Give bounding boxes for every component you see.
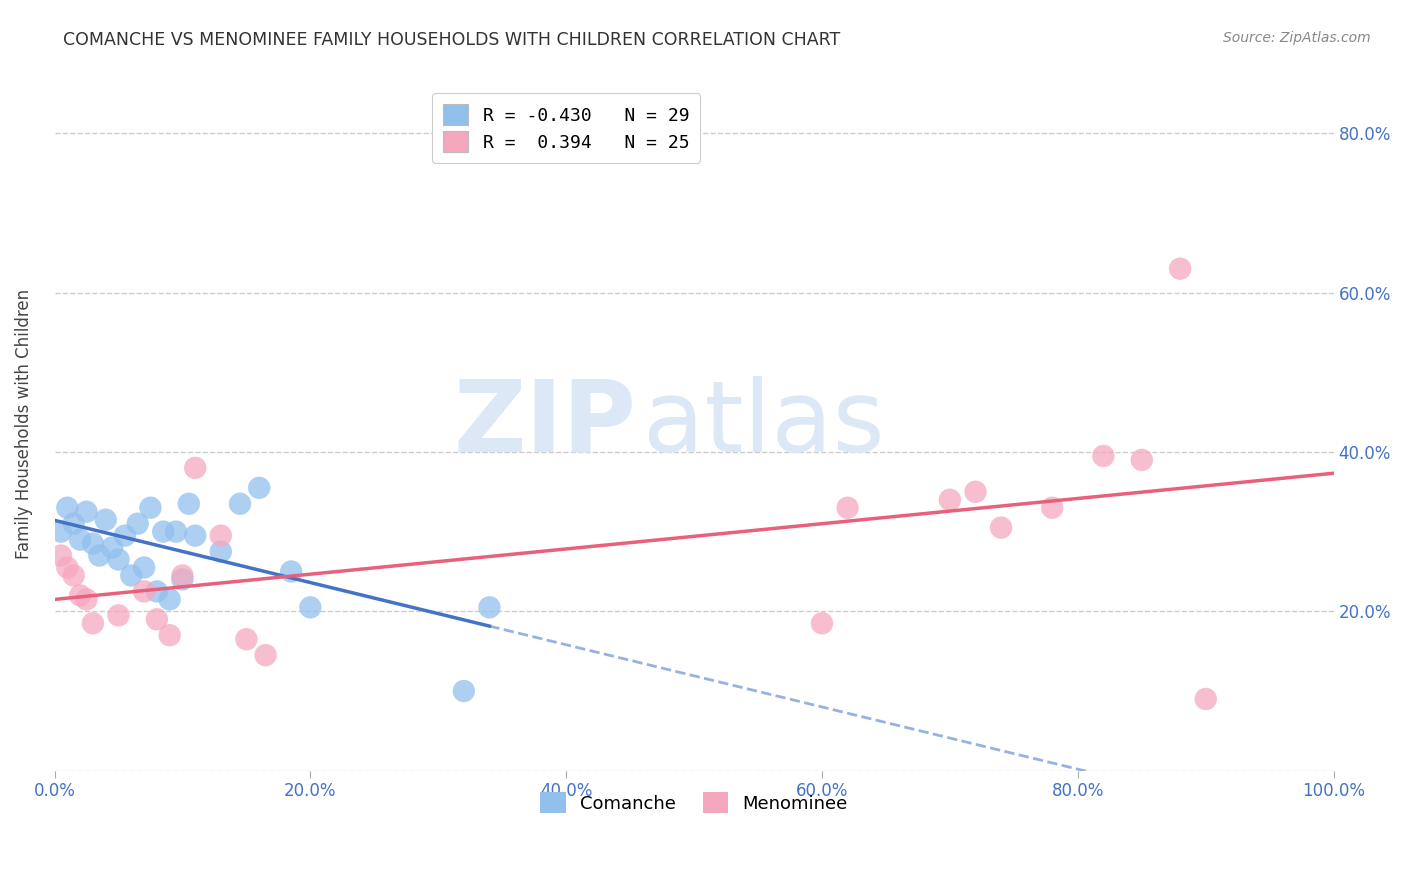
Point xyxy=(990,521,1012,535)
Point xyxy=(56,500,79,515)
Point xyxy=(146,584,169,599)
Point xyxy=(453,684,475,698)
Point xyxy=(132,560,155,574)
Point xyxy=(114,528,136,542)
Text: ZIP: ZIP xyxy=(454,376,637,473)
Point xyxy=(146,612,169,626)
Point xyxy=(1195,692,1218,706)
Point xyxy=(235,632,257,647)
Point xyxy=(82,616,104,631)
Point xyxy=(120,568,142,582)
Y-axis label: Family Households with Children: Family Households with Children xyxy=(15,289,32,559)
Point xyxy=(107,552,129,566)
Point xyxy=(184,461,207,475)
Point xyxy=(82,536,104,550)
Point xyxy=(159,628,181,642)
Point xyxy=(1040,500,1063,515)
Text: atlas: atlas xyxy=(643,376,884,473)
Point xyxy=(94,513,117,527)
Point xyxy=(56,560,79,574)
Point xyxy=(69,533,91,547)
Point xyxy=(62,516,84,531)
Point xyxy=(280,565,302,579)
Point xyxy=(62,568,84,582)
Point xyxy=(159,592,181,607)
Text: Source: ZipAtlas.com: Source: ZipAtlas.com xyxy=(1223,31,1371,45)
Point xyxy=(478,600,501,615)
Point xyxy=(229,497,252,511)
Point xyxy=(132,584,155,599)
Point xyxy=(172,573,194,587)
Point xyxy=(254,648,277,662)
Point xyxy=(1168,261,1191,276)
Point xyxy=(152,524,174,539)
Point xyxy=(1130,453,1153,467)
Point xyxy=(247,481,270,495)
Point xyxy=(101,541,124,555)
Point xyxy=(172,568,194,582)
Point xyxy=(939,492,962,507)
Point xyxy=(209,528,232,542)
Point xyxy=(49,549,72,563)
Point xyxy=(49,524,72,539)
Point xyxy=(76,592,98,607)
Point xyxy=(177,497,200,511)
Point xyxy=(89,549,111,563)
Point xyxy=(184,528,207,542)
Point xyxy=(299,600,322,615)
Point xyxy=(107,608,129,623)
Point xyxy=(811,616,834,631)
Point xyxy=(165,524,187,539)
Point xyxy=(127,516,149,531)
Text: COMANCHE VS MENOMINEE FAMILY HOUSEHOLDS WITH CHILDREN CORRELATION CHART: COMANCHE VS MENOMINEE FAMILY HOUSEHOLDS … xyxy=(63,31,841,49)
Point xyxy=(209,544,232,558)
Point xyxy=(69,588,91,602)
Point xyxy=(139,500,162,515)
Point xyxy=(965,484,987,499)
Point xyxy=(1092,449,1115,463)
Point xyxy=(76,505,98,519)
Legend: Comanche, Menominee: Comanche, Menominee xyxy=(530,781,859,824)
Point xyxy=(837,500,859,515)
